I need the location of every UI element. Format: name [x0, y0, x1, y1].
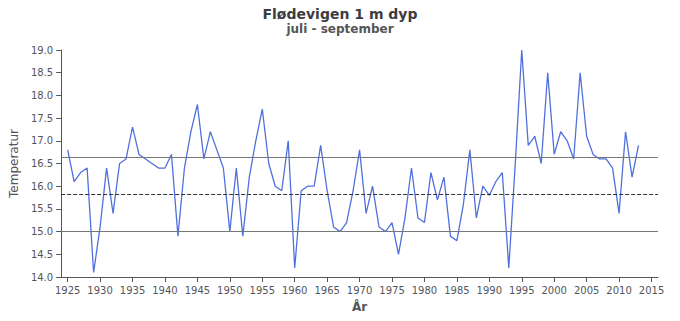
svg-text:1925: 1925 [55, 285, 80, 296]
svg-text:2015: 2015 [639, 285, 664, 296]
svg-text:19.0: 19.0 [31, 45, 53, 56]
svg-text:Temperatur: Temperatur [7, 129, 21, 199]
svg-text:1975: 1975 [379, 285, 404, 296]
svg-text:14.0: 14.0 [31, 272, 53, 283]
svg-text:1945: 1945 [185, 285, 210, 296]
svg-text:År: År [352, 299, 367, 314]
svg-text:2005: 2005 [574, 285, 599, 296]
svg-text:16.5: 16.5 [31, 158, 53, 169]
svg-text:16.0: 16.0 [31, 181, 53, 192]
svg-text:17.0: 17.0 [31, 135, 53, 146]
svg-text:1980: 1980 [412, 285, 437, 296]
svg-text:15.5: 15.5 [31, 203, 53, 214]
svg-text:15.0: 15.0 [31, 226, 53, 237]
svg-text:1930: 1930 [87, 285, 112, 296]
svg-text:1955: 1955 [250, 285, 275, 296]
svg-text:1960: 1960 [282, 285, 307, 296]
svg-text:14.5: 14.5 [31, 249, 53, 260]
svg-text:1990: 1990 [477, 285, 502, 296]
svg-text:1995: 1995 [509, 285, 534, 296]
svg-text:2010: 2010 [606, 285, 631, 296]
svg-text:1970: 1970 [347, 285, 372, 296]
svg-text:1950: 1950 [217, 285, 242, 296]
svg-text:1940: 1940 [152, 285, 177, 296]
svg-text:1935: 1935 [120, 285, 145, 296]
svg-text:1985: 1985 [444, 285, 469, 296]
svg-text:2000: 2000 [541, 285, 566, 296]
svg-text:18.0: 18.0 [31, 90, 53, 101]
svg-text:juli - september: juli - september [285, 22, 393, 36]
svg-text:17.5: 17.5 [31, 113, 53, 124]
svg-text:1965: 1965 [314, 285, 339, 296]
svg-text:Flødevigen 1 m dyp: Flødevigen 1 m dyp [262, 6, 417, 22]
svg-text:18.5: 18.5 [31, 67, 53, 78]
